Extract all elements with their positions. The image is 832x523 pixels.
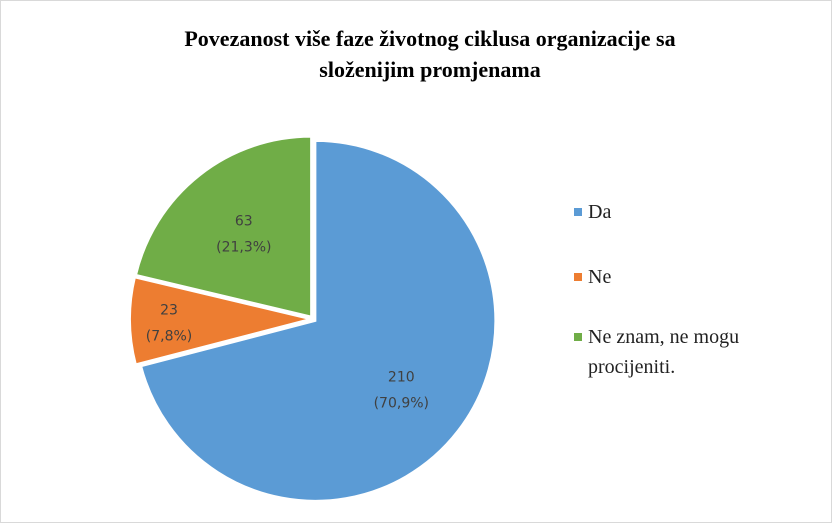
data-label: (7,8%) — [146, 329, 193, 345]
legend-swatch — [574, 273, 582, 281]
data-label: (70,9%) — [374, 395, 429, 411]
legend-item: Ne — [574, 262, 774, 292]
chart-title: složenijim promjenama — [319, 57, 540, 82]
chart-title: Povezanost više faze životnog ciklusa or… — [184, 26, 675, 51]
legend-label: Ne — [588, 266, 612, 288]
legend-label: Da — [588, 201, 612, 223]
legend-item: Da — [574, 197, 774, 227]
legend-swatch — [574, 208, 582, 216]
pie-slice — [139, 139, 497, 502]
data-label: 63 — [235, 213, 253, 229]
data-label: 210 — [388, 369, 415, 385]
data-label: (21,3%) — [216, 239, 271, 255]
pie-slice — [134, 135, 313, 318]
pie-slice — [129, 276, 311, 366]
legend-swatch — [574, 333, 582, 341]
legend-label: Ne znam, ne mogu procijeniti. — [588, 326, 740, 378]
legend-item: Ne znam, ne mogu procijeniti. — [574, 322, 774, 382]
data-label: 23 — [160, 303, 178, 319]
